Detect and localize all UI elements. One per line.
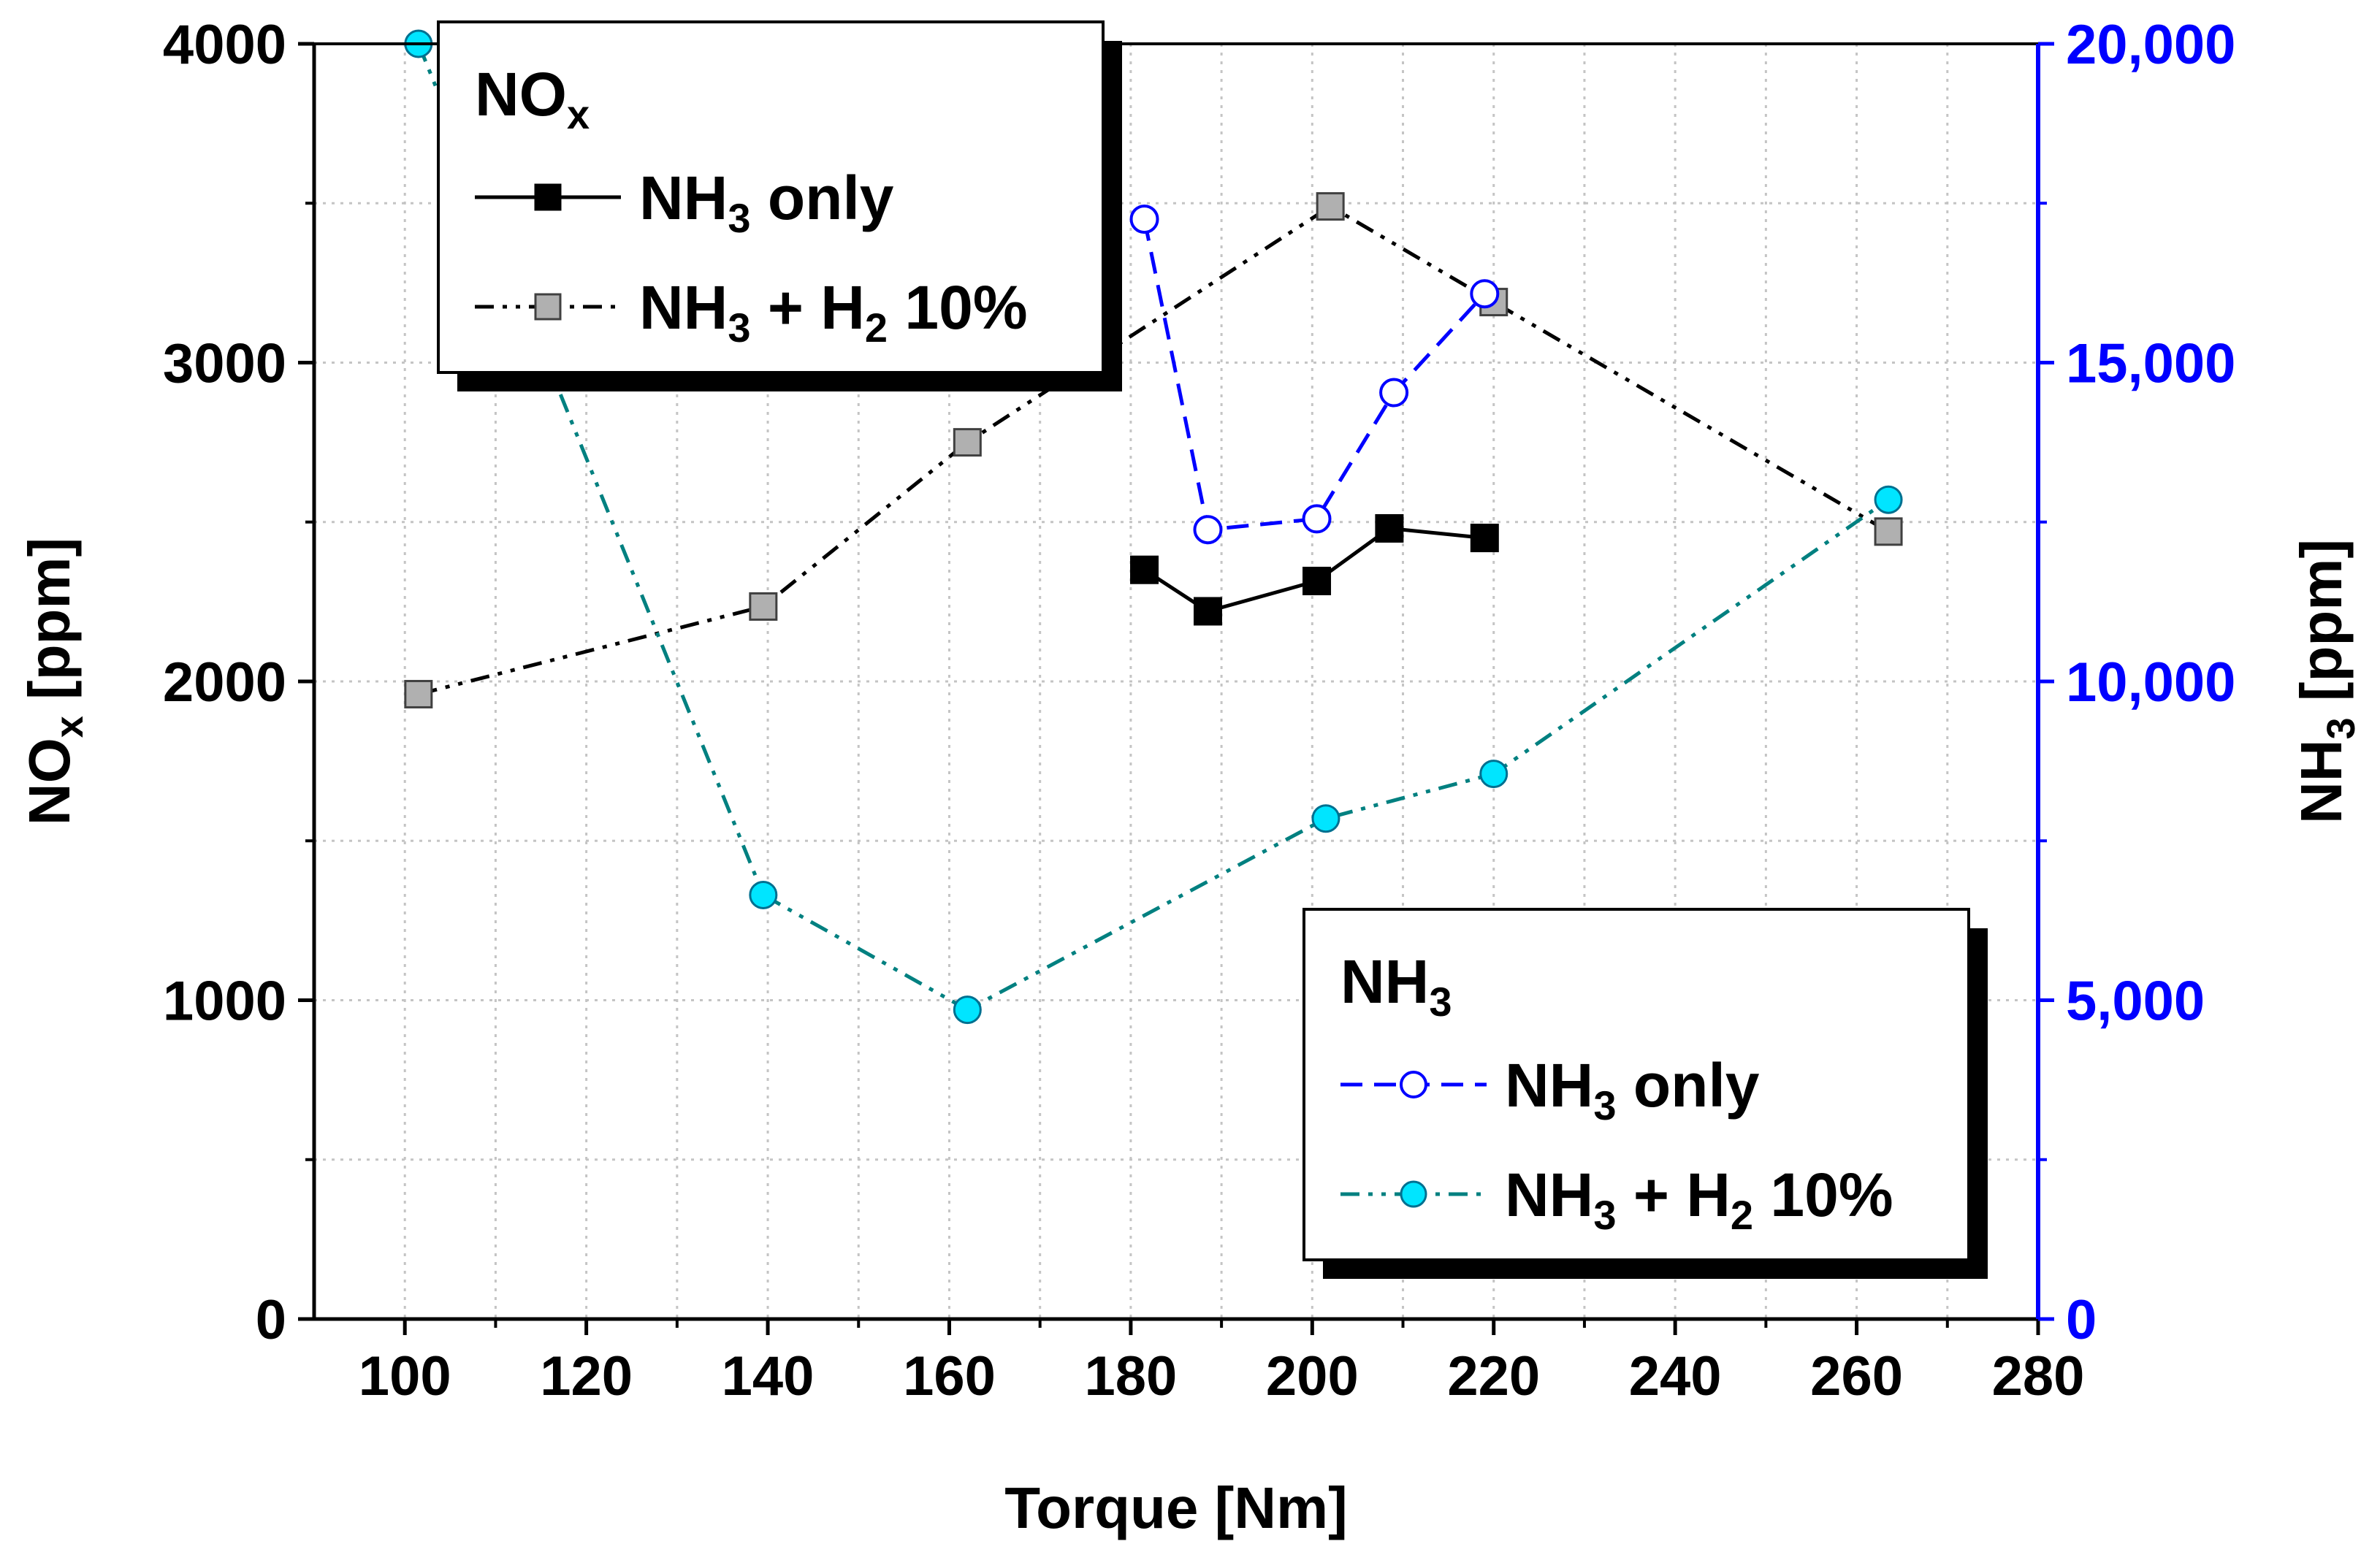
y2-axis-title: NH3 [ppm] bbox=[2289, 539, 2363, 824]
axes: 100 120 140 160 180 200 220 240 260 2800100020003… bbox=[17, 14, 2363, 1540]
legend-swatch-marker bbox=[1400, 1180, 1427, 1208]
series-layer bbox=[404, 29, 1903, 1025]
y-tick-label: 3000 bbox=[163, 333, 286, 395]
legend-bottom-right: NH3 NH3 only NH3 + H2 10% bbox=[1302, 908, 1988, 1279]
x-axis-title: Torque [Nm] bbox=[1004, 1475, 1348, 1540]
data-point-2-2 bbox=[1302, 504, 1332, 534]
legend-title: NOx bbox=[475, 60, 590, 137]
x-tick-label: 200 bbox=[1266, 1345, 1359, 1407]
data-point-3-5 bbox=[1874, 485, 1903, 514]
y2-tick-label: 15,000 bbox=[2066, 333, 2235, 395]
legend-label: NH3 + H2 10% bbox=[639, 273, 1028, 351]
y-axis-title: NOx [ppm] bbox=[17, 538, 91, 825]
data-point-0-1 bbox=[1193, 597, 1222, 626]
series-line-3 bbox=[416, 43, 1890, 1012]
x-tick-label: 160 bbox=[903, 1345, 996, 1407]
legend-title: NH3 bbox=[1340, 947, 1452, 1025]
x-tick-label: 180 bbox=[1084, 1345, 1177, 1407]
legend-top-left: NOx NH3 only NH3 + H2 10% bbox=[437, 20, 1122, 391]
series-0 bbox=[1130, 513, 1499, 626]
legend-label: NH3 + H2 10% bbox=[1505, 1161, 1893, 1238]
data-point-3-1 bbox=[749, 880, 778, 909]
data-point-3-3 bbox=[1311, 804, 1340, 833]
x-tick-label: 120 bbox=[540, 1345, 633, 1407]
legend-label: NH3 only bbox=[1505, 1051, 1760, 1128]
data-point-1-2 bbox=[953, 428, 982, 457]
legend-swatch-marker bbox=[1400, 1071, 1427, 1098]
y2-tick-label: 10,000 bbox=[2066, 651, 2235, 714]
data-point-1-0 bbox=[404, 679, 433, 708]
data-point-1-1 bbox=[749, 592, 778, 621]
legend-swatch-marker bbox=[534, 183, 562, 211]
legend-swatch-marker bbox=[534, 293, 562, 321]
series-line-2 bbox=[1143, 218, 1487, 532]
series-2 bbox=[1129, 204, 1500, 545]
legend-layer: NOx NH3 only NH3 + H2 10% NH3 NH3 only NH3 + … bbox=[437, 20, 1988, 1279]
data-point-0-3 bbox=[1375, 513, 1404, 543]
x-tick-label: 140 bbox=[722, 1345, 815, 1407]
y-tick-label: 2000 bbox=[163, 651, 286, 714]
series-line-1 bbox=[418, 204, 1890, 696]
data-point-2-3 bbox=[1379, 378, 1409, 408]
data-point-2-0 bbox=[1129, 204, 1159, 234]
y2-tick-label: 0 bbox=[2066, 1289, 2097, 1351]
data-point-0-2 bbox=[1302, 567, 1332, 596]
x-tick-label: 240 bbox=[1629, 1345, 1722, 1407]
data-point-0-0 bbox=[1130, 555, 1159, 584]
x-tick-label: 260 bbox=[1810, 1345, 1903, 1407]
data-point-2-4 bbox=[1470, 279, 1500, 309]
legend-label: NH3 only bbox=[639, 164, 894, 241]
data-point-2-1 bbox=[1193, 515, 1223, 545]
y2-tick-label: 20,000 bbox=[2066, 14, 2235, 76]
y-tick-label: 4000 bbox=[163, 14, 286, 76]
y-tick-label: 1000 bbox=[163, 971, 286, 1033]
data-point-1-3 bbox=[1316, 192, 1345, 221]
data-point-0-4 bbox=[1470, 524, 1499, 553]
data-point-1-5 bbox=[1874, 517, 1903, 546]
y-tick-label: 0 bbox=[256, 1289, 286, 1351]
y2-tick-label: 5,000 bbox=[2066, 971, 2205, 1033]
x-tick-label: 100 bbox=[359, 1345, 451, 1407]
x-tick-label: 220 bbox=[1447, 1345, 1540, 1407]
data-point-3-2 bbox=[953, 995, 982, 1025]
series-3 bbox=[404, 29, 1903, 1025]
x-tick-label: 280 bbox=[1992, 1345, 2085, 1407]
data-point-3-4 bbox=[1479, 760, 1509, 789]
